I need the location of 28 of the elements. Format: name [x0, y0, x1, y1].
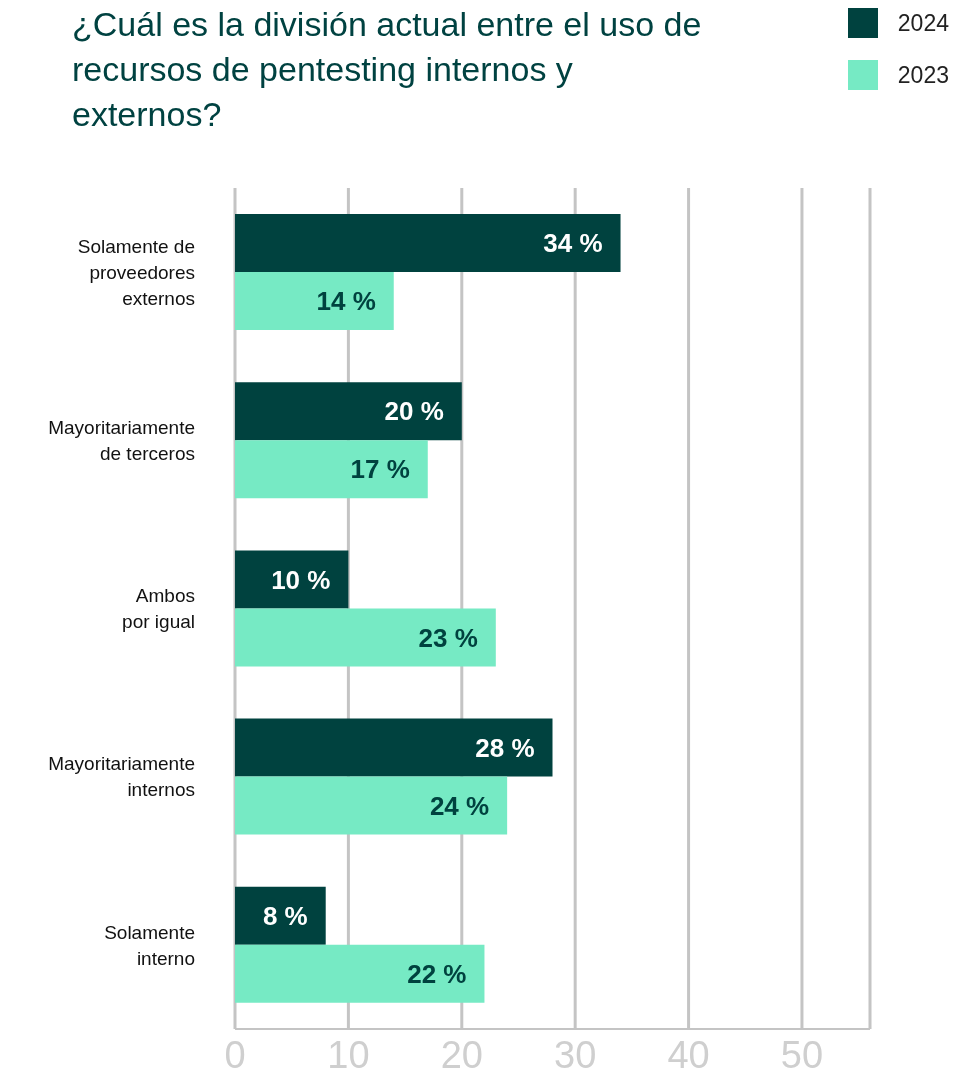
- y-tick-label: Ambos por igual: [122, 585, 195, 633]
- data-label: 20 %: [384, 396, 444, 427]
- data-label: 24 %: [429, 790, 490, 821]
- y-tick-label: Solamente interno: [104, 921, 195, 969]
- data-label: 22 %: [407, 958, 467, 989]
- chart-title: ¿Cuál es la división actual entre el uso de recursos de pentesting internos y externos?: [72, 4, 703, 135]
- bar: [235, 440, 428, 499]
- legend-label: 2024: [897, 9, 949, 37]
- bar: [235, 382, 462, 441]
- bar: [235, 608, 496, 667]
- legend-label: 2023: [897, 61, 949, 89]
- y-tick-label: Solamente de proveedores externos: [77, 235, 195, 309]
- bar: [235, 944, 485, 1003]
- bar: [235, 214, 621, 272]
- data-label: 14 %: [316, 286, 376, 317]
- data-label: 28 %: [475, 732, 535, 763]
- y-tick-label: Mayoritariamente internos: [48, 753, 195, 801]
- data-label: 8 %: [262, 900, 308, 931]
- data-label: 23 %: [418, 622, 478, 653]
- bar: [235, 776, 508, 835]
- data-label: 17 %: [350, 454, 410, 485]
- bar: [235, 550, 349, 609]
- y-tick-label: Mayoritariamente de terceros: [48, 416, 195, 464]
- bar: [235, 718, 553, 777]
- bar: [235, 886, 326, 945]
- data-label: 10 %: [271, 564, 331, 595]
- bar: [235, 272, 394, 330]
- data-label: 34 %: [543, 228, 603, 259]
